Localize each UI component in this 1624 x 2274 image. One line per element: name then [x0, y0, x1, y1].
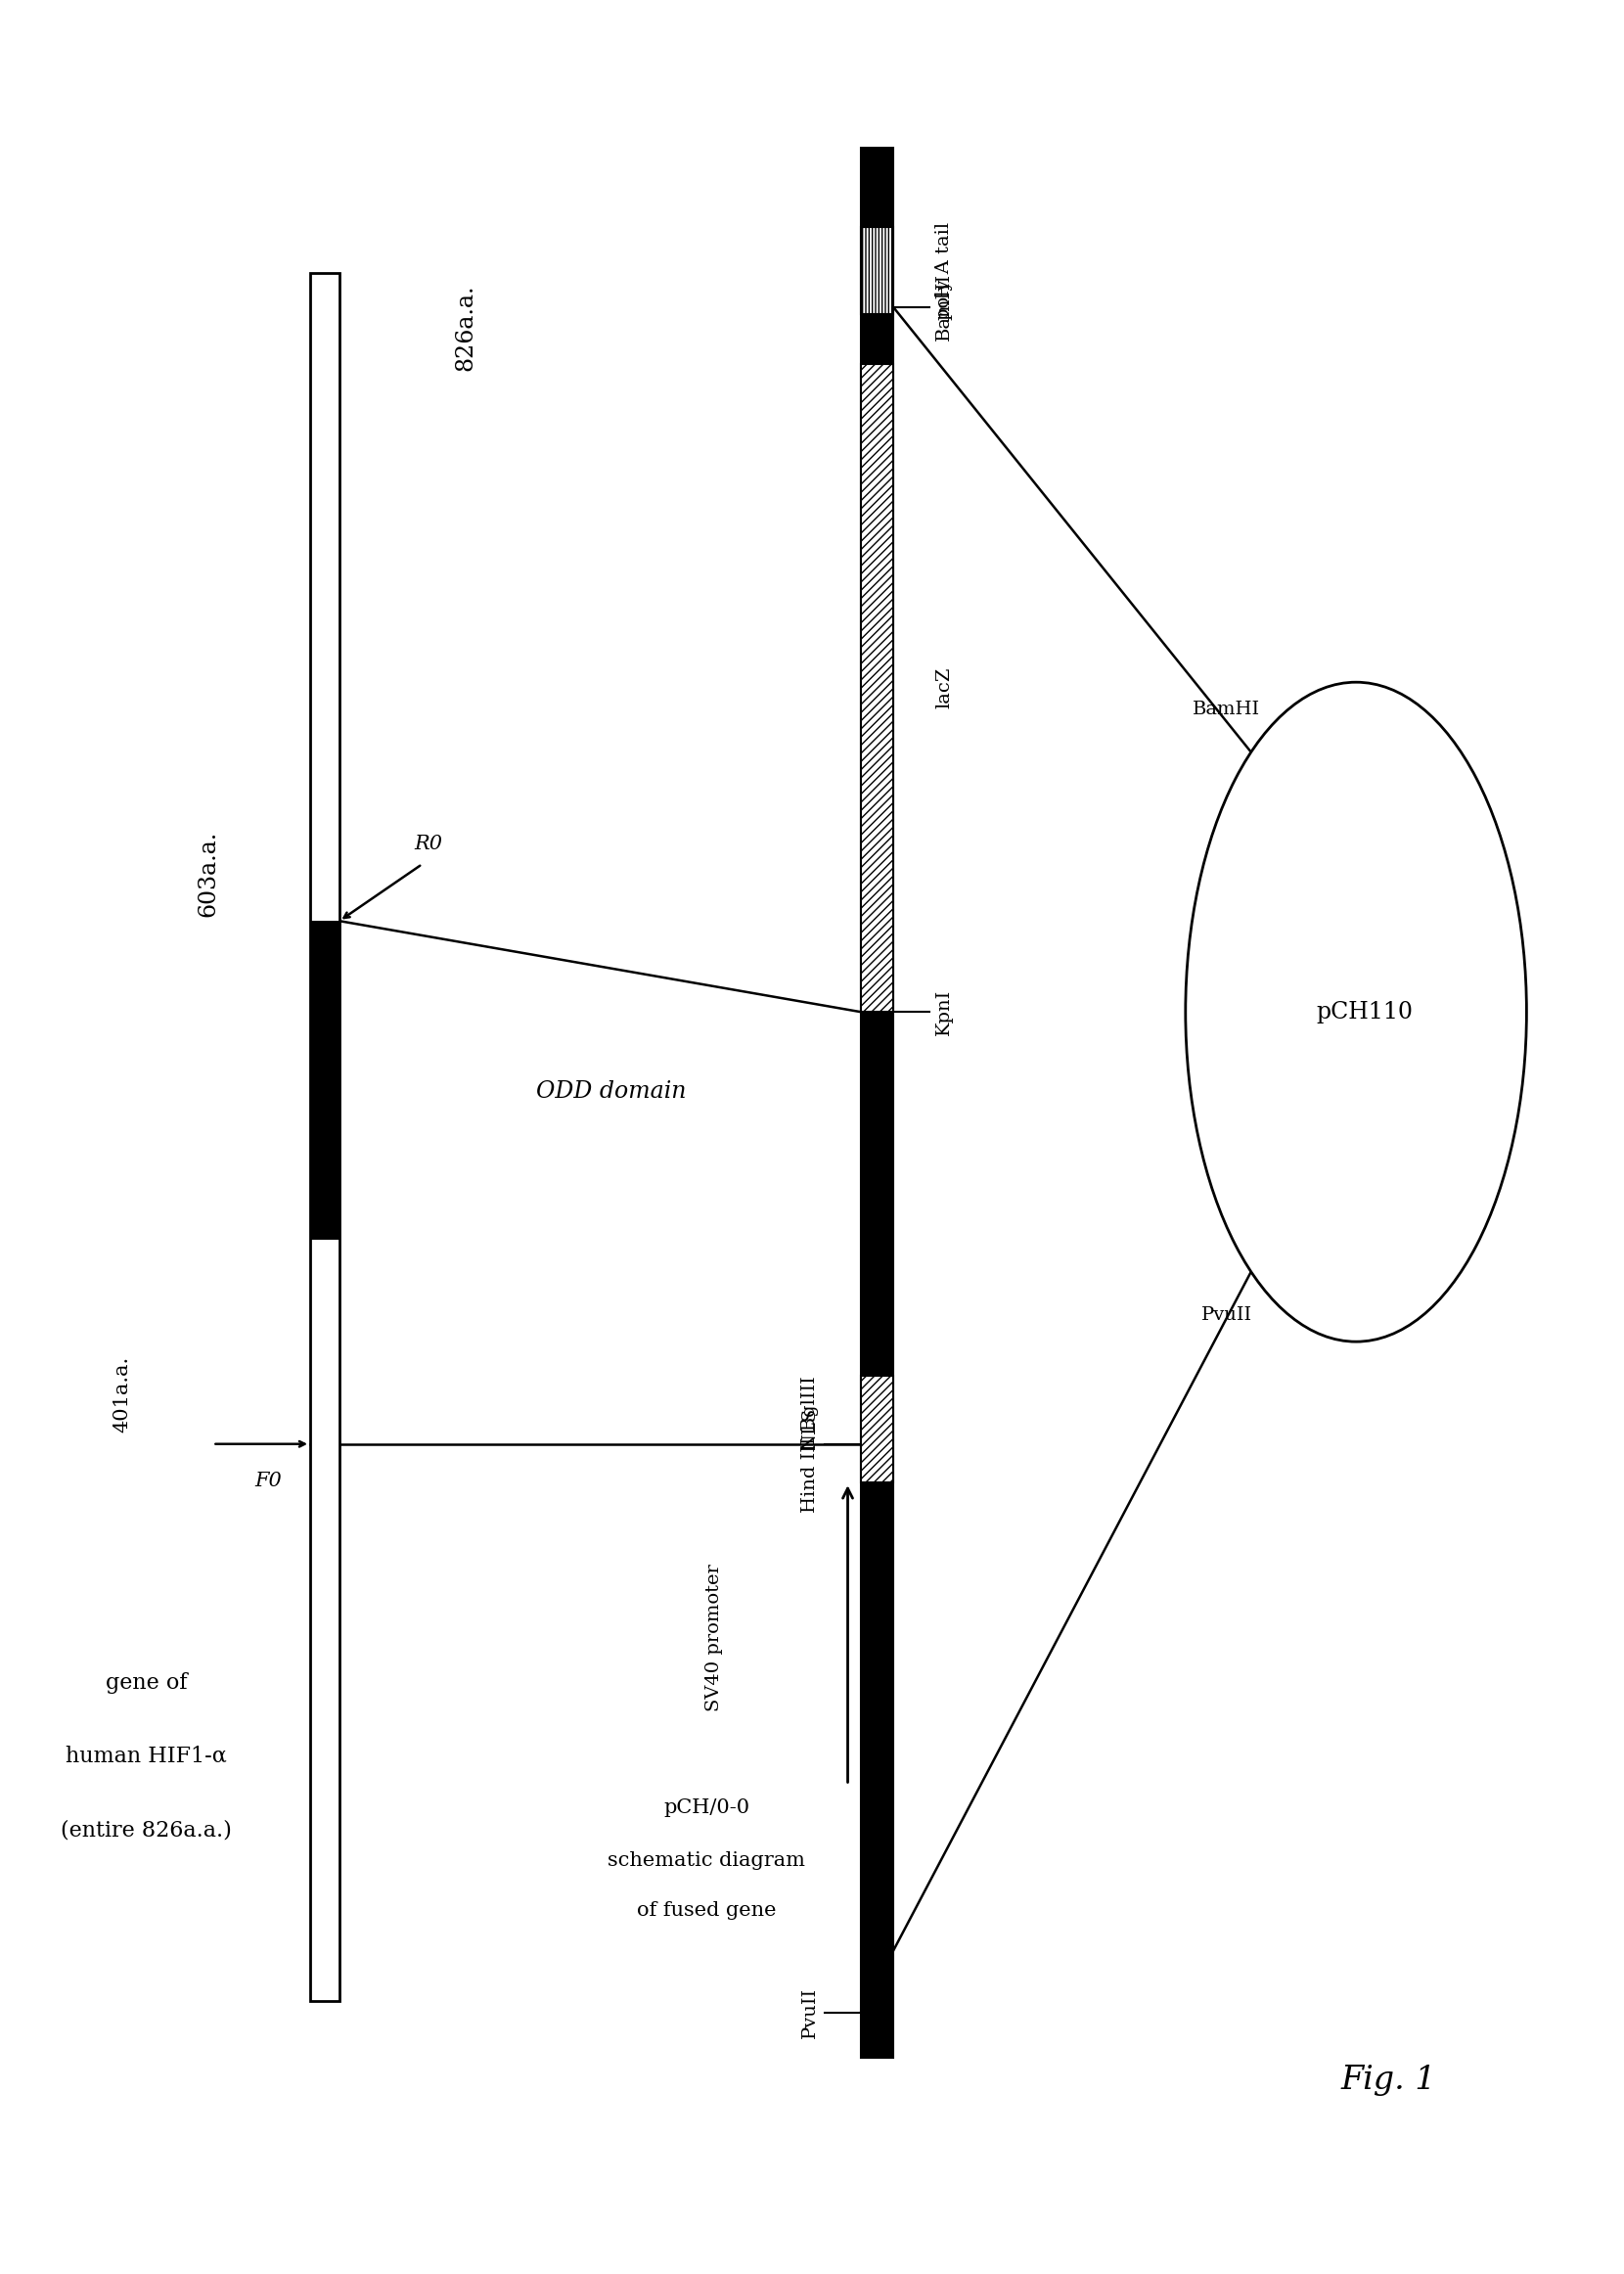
Text: PvuII: PvuII: [801, 1987, 818, 2038]
Text: human HIF1-α: human HIF1-α: [65, 1744, 227, 1767]
Ellipse shape: [1186, 682, 1527, 1342]
Text: 826a.a.: 826a.a.: [455, 284, 477, 371]
Bar: [861, 148, 893, 2058]
Text: (entire 826a.a.): (entire 826a.a.): [60, 1819, 232, 1842]
Bar: [861, 1376, 893, 1483]
Bar: [310, 273, 339, 2001]
Text: 603a.a.: 603a.a.: [197, 830, 219, 916]
Bar: [861, 227, 893, 314]
Text: KpnI: KpnI: [935, 989, 953, 1035]
Text: lacZ: lacZ: [935, 666, 953, 709]
Text: of fused gene: of fused gene: [637, 1901, 776, 1919]
Text: R0: R0: [414, 835, 442, 853]
Text: NLS: NLS: [801, 1408, 818, 1451]
Text: pCH/0-0: pCH/0-0: [663, 1799, 750, 1817]
Text: Hind III BglIII: Hind III BglIII: [801, 1376, 818, 1512]
Text: PvuII: PvuII: [1202, 1305, 1252, 1323]
Text: 401a.a.: 401a.a.: [112, 1355, 132, 1433]
Text: Fig. 1: Fig. 1: [1341, 2065, 1436, 2097]
Text: pCH110: pCH110: [1315, 1001, 1413, 1023]
Text: BamHI: BamHI: [935, 273, 953, 341]
Text: gene of: gene of: [106, 1671, 187, 1694]
Text: schematic diagram: schematic diagram: [607, 1851, 806, 1869]
Text: SV40 promoter: SV40 promoter: [705, 1565, 723, 1710]
Bar: [861, 364, 893, 1012]
Text: poly A tail: poly A tail: [935, 221, 953, 321]
Bar: [310, 921, 339, 1239]
Text: ODD domain: ODD domain: [536, 1080, 685, 1103]
Text: BamHI: BamHI: [1194, 700, 1260, 719]
Text: F0: F0: [255, 1471, 281, 1489]
